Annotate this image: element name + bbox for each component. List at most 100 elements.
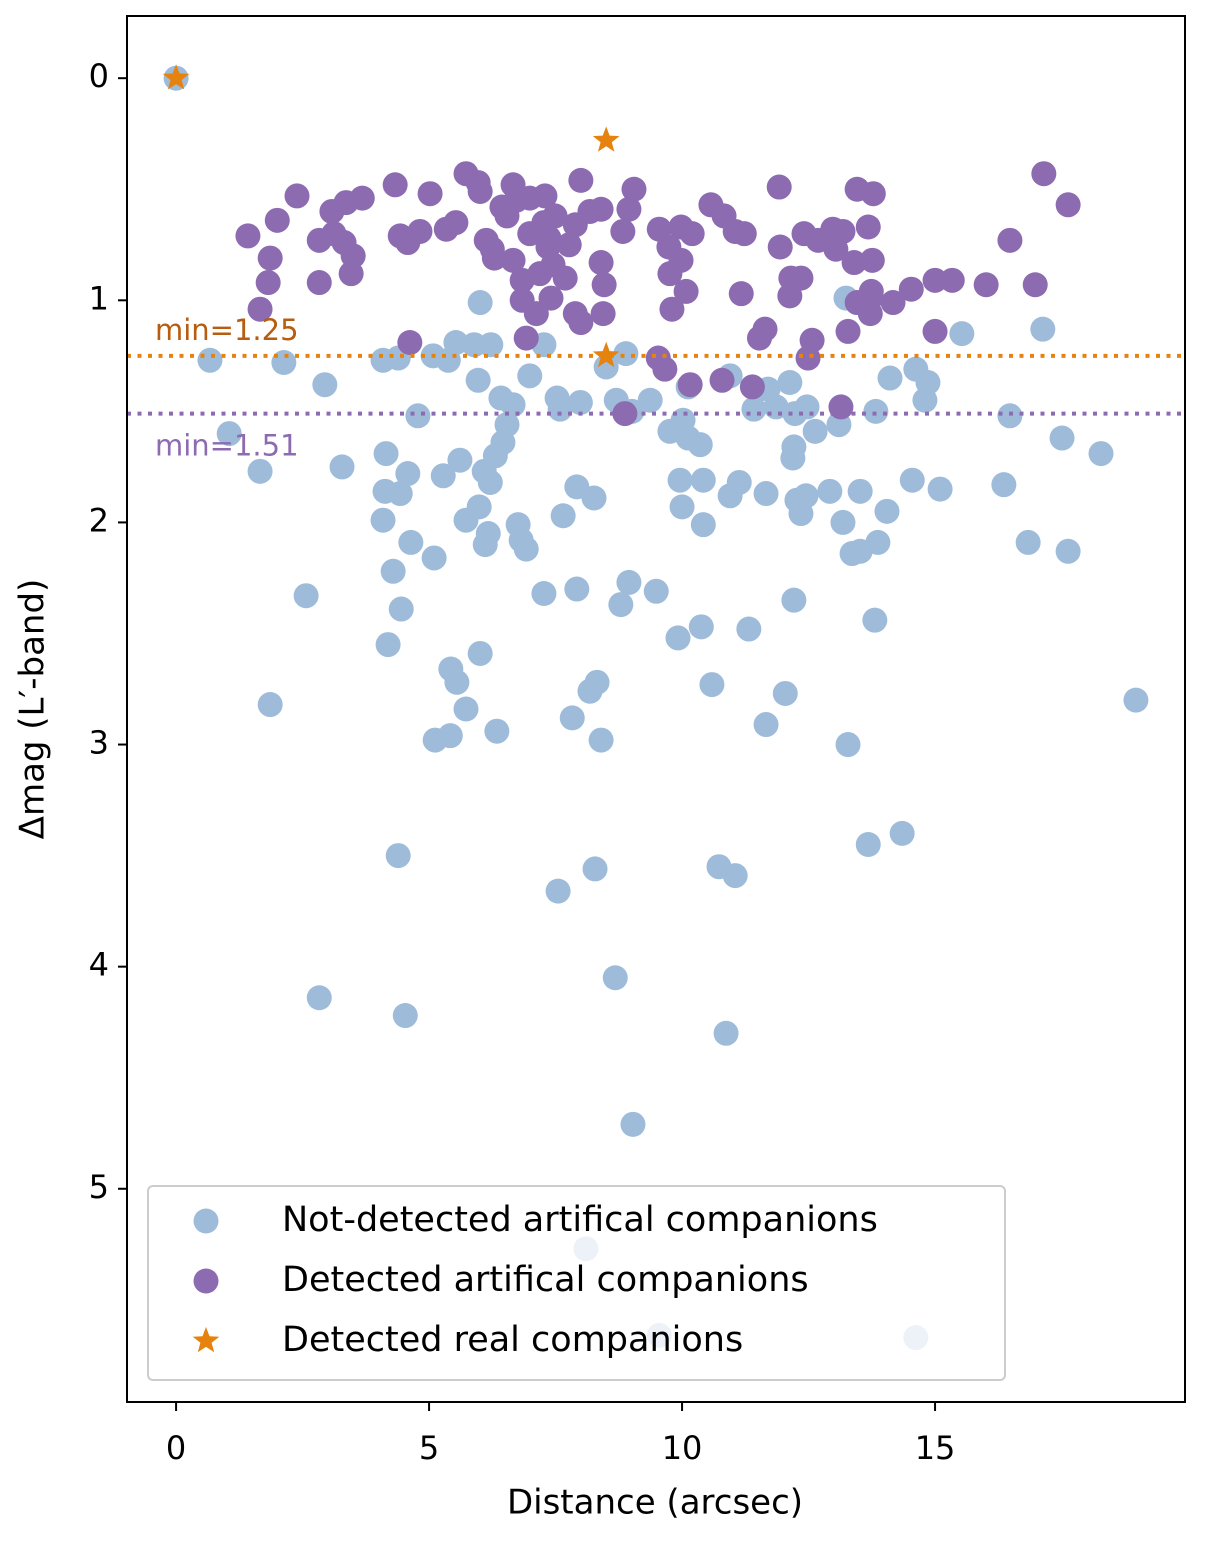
point (340, 243, 366, 269)
point (443, 330, 469, 356)
point (880, 290, 906, 316)
legend: Not-detected artifical companions Detecte… (147, 1185, 1006, 1381)
point (731, 221, 757, 247)
point (865, 529, 891, 555)
point (447, 447, 473, 473)
point (193, 1208, 219, 1234)
point (329, 454, 355, 480)
point (830, 218, 856, 244)
y-tick-label: 3 (89, 724, 109, 762)
legend-label: Not-detected artifical companions (282, 1200, 878, 1240)
y-tick-label: 4 (89, 946, 109, 984)
point (613, 341, 639, 367)
point (687, 432, 713, 458)
point (293, 583, 319, 609)
point (255, 270, 281, 296)
point (271, 350, 297, 375)
y-tick-label: 1 (89, 279, 109, 317)
point (835, 318, 861, 344)
point (772, 680, 798, 706)
point (392, 1003, 418, 1029)
point (620, 1111, 646, 1137)
point (443, 210, 469, 236)
point (912, 387, 938, 413)
point (284, 183, 310, 209)
point (862, 607, 888, 633)
point (709, 367, 735, 393)
point (582, 856, 608, 882)
point (556, 232, 582, 258)
point (567, 389, 593, 415)
point (859, 247, 885, 273)
point (973, 272, 999, 298)
point (479, 236, 505, 262)
point (874, 498, 900, 524)
point (467, 178, 493, 204)
point (568, 310, 594, 336)
point (679, 221, 705, 247)
point (777, 369, 803, 395)
y-axis-label: Δmag (L′-band) (13, 579, 53, 840)
point (349, 185, 375, 211)
x-axis-label: Distance (arcsec) (507, 1483, 803, 1523)
point (828, 394, 854, 420)
point (312, 372, 338, 398)
point (590, 301, 616, 327)
point (398, 529, 424, 555)
point (306, 270, 332, 296)
point (939, 267, 965, 293)
point (1022, 272, 1048, 298)
point (753, 712, 779, 738)
point (922, 267, 948, 293)
point (788, 265, 814, 291)
point (382, 172, 408, 198)
point (465, 367, 491, 393)
point (802, 418, 828, 444)
point (602, 965, 628, 991)
point (247, 296, 273, 322)
point (500, 392, 526, 418)
point (591, 272, 617, 298)
point (726, 469, 752, 495)
point (898, 276, 924, 302)
point (467, 290, 493, 316)
point (197, 347, 223, 373)
point (621, 176, 647, 202)
point (538, 285, 564, 311)
point (736, 616, 762, 642)
point (257, 245, 283, 271)
point (608, 592, 634, 618)
point (855, 214, 881, 240)
point (841, 250, 867, 276)
point (517, 363, 543, 389)
star-marker (592, 341, 620, 368)
point (665, 625, 691, 651)
point (699, 672, 725, 698)
point (453, 696, 479, 722)
point (616, 196, 642, 222)
point (478, 332, 504, 358)
point (777, 283, 803, 309)
point (588, 196, 614, 222)
point (1030, 316, 1056, 342)
point (766, 174, 792, 200)
point (385, 843, 411, 869)
point (713, 1020, 739, 1046)
point (395, 461, 421, 487)
x-tick-label: 10 (662, 1429, 703, 1467)
plot-frame (126, 15, 1186, 1403)
point (616, 569, 642, 595)
point (531, 581, 557, 606)
point (513, 325, 539, 351)
point (860, 181, 886, 207)
point (235, 223, 261, 249)
point (767, 234, 793, 260)
point (795, 345, 821, 371)
point (667, 467, 693, 493)
point (855, 831, 881, 857)
point (781, 587, 807, 613)
point (588, 727, 614, 753)
point (991, 472, 1017, 498)
point (752, 316, 778, 342)
point (430, 463, 456, 489)
